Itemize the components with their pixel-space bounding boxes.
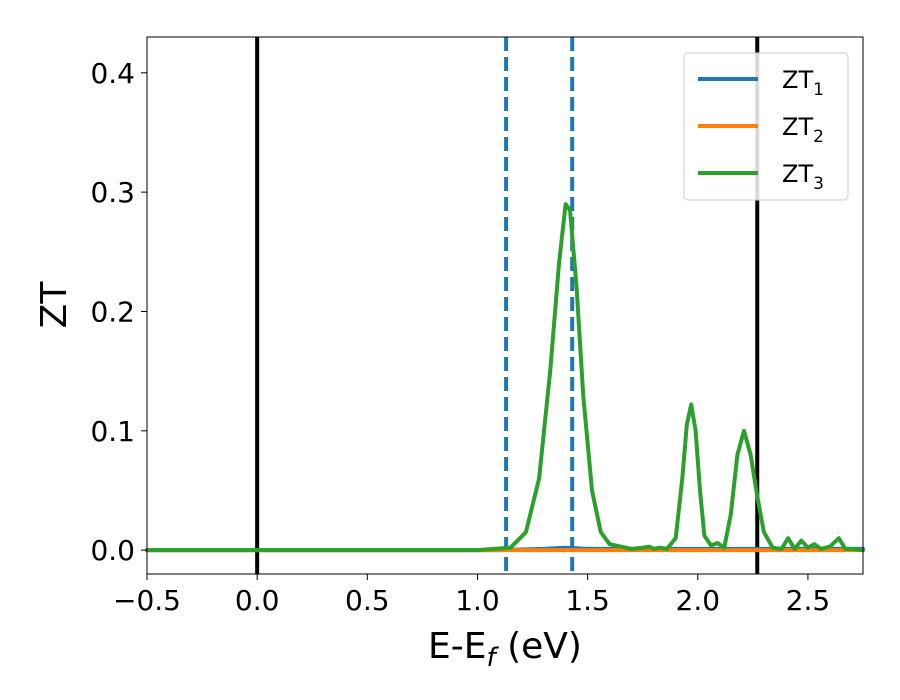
y-tick-label: 0.2 bbox=[90, 295, 135, 328]
x-axis-label: E-Ef (eV) bbox=[428, 626, 582, 673]
x-tick-label: 2.0 bbox=[676, 584, 721, 617]
legend-label-zt3: ZT3 bbox=[782, 160, 824, 194]
x-tick-label: 0.5 bbox=[345, 584, 390, 617]
x-axis-ticks: −0.5 0.0 0.5 1.0 1.5 2.0 2.5 bbox=[113, 574, 830, 617]
y-tick-label: 0.4 bbox=[90, 57, 135, 90]
plot-frame bbox=[146, 36, 864, 575]
x-tick-label: −0.5 bbox=[113, 584, 181, 617]
series-lines bbox=[145, 202, 865, 553]
legend-label-zt2: ZT2 bbox=[782, 113, 824, 147]
legend: ZT1 ZT2 ZT3 bbox=[683, 52, 849, 201]
x-tick-label: 1.0 bbox=[455, 584, 500, 617]
y-axis-label: ZT bbox=[34, 281, 75, 329]
legend-box bbox=[683, 52, 849, 201]
y-tick-label: 0.1 bbox=[90, 415, 135, 448]
y-axis-ticks: 0.0 0.1 0.2 0.3 0.4 bbox=[90, 57, 147, 567]
series-line-zt3 bbox=[145, 202, 865, 553]
x-tick-label: 1.5 bbox=[565, 584, 610, 617]
y-tick-label: 0.3 bbox=[90, 176, 135, 209]
legend-label-zt1: ZT1 bbox=[782, 66, 824, 100]
x-tick-label: 2.5 bbox=[786, 584, 831, 617]
x-tick-label: 0.0 bbox=[235, 584, 280, 617]
y-tick-label: 0.0 bbox=[90, 534, 135, 567]
